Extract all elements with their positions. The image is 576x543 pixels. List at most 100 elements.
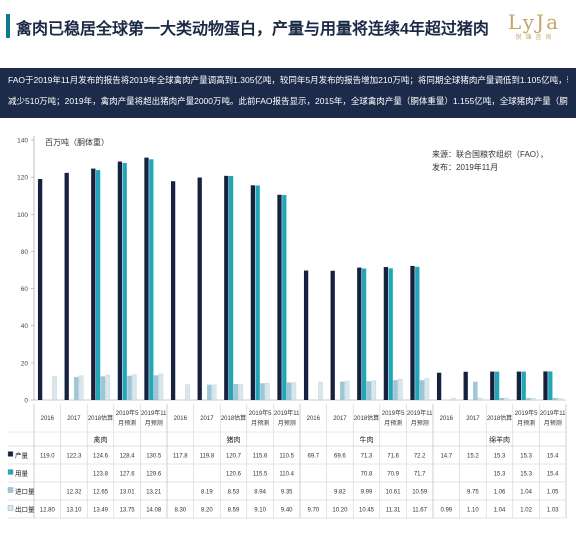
table-cell-value: 13.49 <box>93 508 109 514</box>
bar-出口量-4 <box>158 373 164 401</box>
bar-用量-4 <box>149 159 154 400</box>
bar-出口量-14 <box>424 378 430 401</box>
table-cell-value: 1.10 <box>467 508 479 514</box>
bar-用量-3 <box>122 163 127 400</box>
bar-产量-6 <box>197 177 202 400</box>
table-cell-value: 127.6 <box>120 472 136 478</box>
bar-出口量-8 <box>264 382 270 401</box>
table-cell-value: 11.31 <box>386 508 401 514</box>
x-category-label: 2019年5 <box>249 409 272 417</box>
x-category-label: 2017 <box>466 416 480 422</box>
table-cell-value: 8.19 <box>201 490 213 496</box>
y-tick-label: 60 <box>21 286 29 293</box>
table-cell-value: 120.7 <box>226 454 242 460</box>
x-category-label: 2019年11 <box>141 409 167 417</box>
y-tick-label: 100 <box>17 212 28 219</box>
table-cell-value: 70.9 <box>387 472 399 478</box>
x-category-label: 2019年11 <box>407 409 433 417</box>
x-group-label: 绵羊肉 <box>489 435 510 444</box>
table-cell-value: 119.8 <box>200 454 215 460</box>
bar-产量-17 <box>490 371 495 400</box>
table-cell-value: 1.03 <box>547 508 559 514</box>
x-category-label: 2019年5 <box>515 409 538 417</box>
bar-出口量-3 <box>131 374 137 401</box>
table-cell-value: 129.6 <box>146 472 162 478</box>
bar-产量-7 <box>224 175 229 400</box>
bar-产量-15 <box>436 372 442 400</box>
table-cell-value: 15.3 <box>494 472 506 478</box>
bar-进口量-6 <box>206 384 212 401</box>
legend-swatch-产量 <box>7 451 14 457</box>
bar-出口量-9 <box>291 382 297 401</box>
table-cell-value: 9.82 <box>334 490 346 496</box>
table-cell-value: 13.75 <box>120 508 136 514</box>
table-cell-value: 8.94 <box>254 490 266 496</box>
bar-用量-14 <box>415 266 420 400</box>
table-cell-value: 115.6 <box>253 454 268 460</box>
x-group-label: 禽肉 <box>94 435 108 444</box>
table-cell-value: 12.65 <box>93 490 109 496</box>
x-category-label: 2019年5 <box>116 409 139 417</box>
table-cell-value: 15.2 <box>467 454 479 460</box>
table-cell-value: 10.45 <box>359 508 375 514</box>
table-cell-value: 15.3 <box>520 472 532 478</box>
table-cell-value: 8.59 <box>228 508 240 514</box>
table-cell-value: 9.75 <box>467 490 479 496</box>
source-note: 来源：联合国粮农组织（FAO）， 发布：2019年11月 <box>432 148 548 174</box>
bar-出口量-17 <box>504 397 509 401</box>
bar-产量-10 <box>303 270 309 400</box>
x-category-label: 2018估算 <box>354 414 379 422</box>
bar-产量-12 <box>357 267 362 400</box>
table-cell-value: 12.32 <box>66 490 82 496</box>
table-cell-value: 71.6 <box>387 454 399 460</box>
table-cell-value: 9.10 <box>254 508 266 514</box>
bar-出口量-2 <box>105 374 111 401</box>
x-category-label: 月预测 <box>278 419 296 427</box>
bar-出口量-18 <box>531 397 536 401</box>
x-category-label: 2018估算 <box>221 414 246 422</box>
bar-进口量-3 <box>127 375 132 401</box>
bar-用量-12 <box>361 268 367 400</box>
description-banner: FAO于2019年11月发布的报告将2019年全球禽肉产量调高到1.305亿吨，… <box>0 68 576 118</box>
bar-用量-9 <box>282 194 287 400</box>
x-category-label: 2019年11 <box>274 409 300 417</box>
table-cell-value: 9.99 <box>361 490 373 496</box>
table-cell-value: 110.4 <box>279 472 294 478</box>
table-cell-value: 10.59 <box>412 490 428 496</box>
table-cell-value: 14.7 <box>440 454 452 460</box>
table-cell-value: 130.5 <box>146 454 162 460</box>
table-cell-value: 9.35 <box>281 490 293 496</box>
bar-产量-14 <box>410 265 415 400</box>
table-cell-value: 70.8 <box>361 472 373 478</box>
header: 禽肉已稳居全球第一大类动物蛋白，产量与用量将连续4年超过猪肉 LyJa 锐 锦 … <box>0 0 576 52</box>
table-cell-value: 115.5 <box>253 472 268 478</box>
table-cell-value: 0.99 <box>440 508 452 514</box>
bar-产量-3 <box>117 161 123 400</box>
bar-进口量-8 <box>260 383 265 401</box>
table-cell-value: 12.80 <box>40 508 56 514</box>
description-line-1: FAO于2019年11月发布的报告将2019年全球禽肉产量调高到1.305亿吨，… <box>8 75 568 85</box>
bar-进口量-19 <box>552 397 558 401</box>
bar-进口量-1 <box>74 376 79 401</box>
x-category-label: 2016 <box>307 416 321 422</box>
bar-产量-2 <box>91 168 96 400</box>
bar-出口量-10 <box>318 381 323 401</box>
bar-产量-8 <box>250 185 256 400</box>
table-cell-value: 1.06 <box>494 490 506 496</box>
bar-出口量-6 <box>211 384 217 401</box>
table-cell-value: 15.3 <box>494 454 506 460</box>
bar-进口量-2 <box>100 376 106 401</box>
table-cell-value: 117.8 <box>173 454 188 460</box>
bar-用量-17 <box>494 371 500 400</box>
legend-swatch-出口量 <box>7 505 14 511</box>
bar-出口量-7 <box>238 383 244 401</box>
table-cell-value: 1.04 <box>494 508 506 514</box>
x-category-label: 月预测 <box>145 419 163 427</box>
table-cell-value: 8.20 <box>201 508 213 514</box>
y-axis-unit-label: 百万吨（胴体重） <box>45 138 109 147</box>
x-category-label: 2019年5 <box>382 409 405 417</box>
table-cell-value: 69.6 <box>334 454 346 460</box>
table-cell-value: 11.67 <box>412 508 427 514</box>
legend-label: 出口量 <box>15 505 35 514</box>
table-cell-value: 9.70 <box>307 508 319 514</box>
